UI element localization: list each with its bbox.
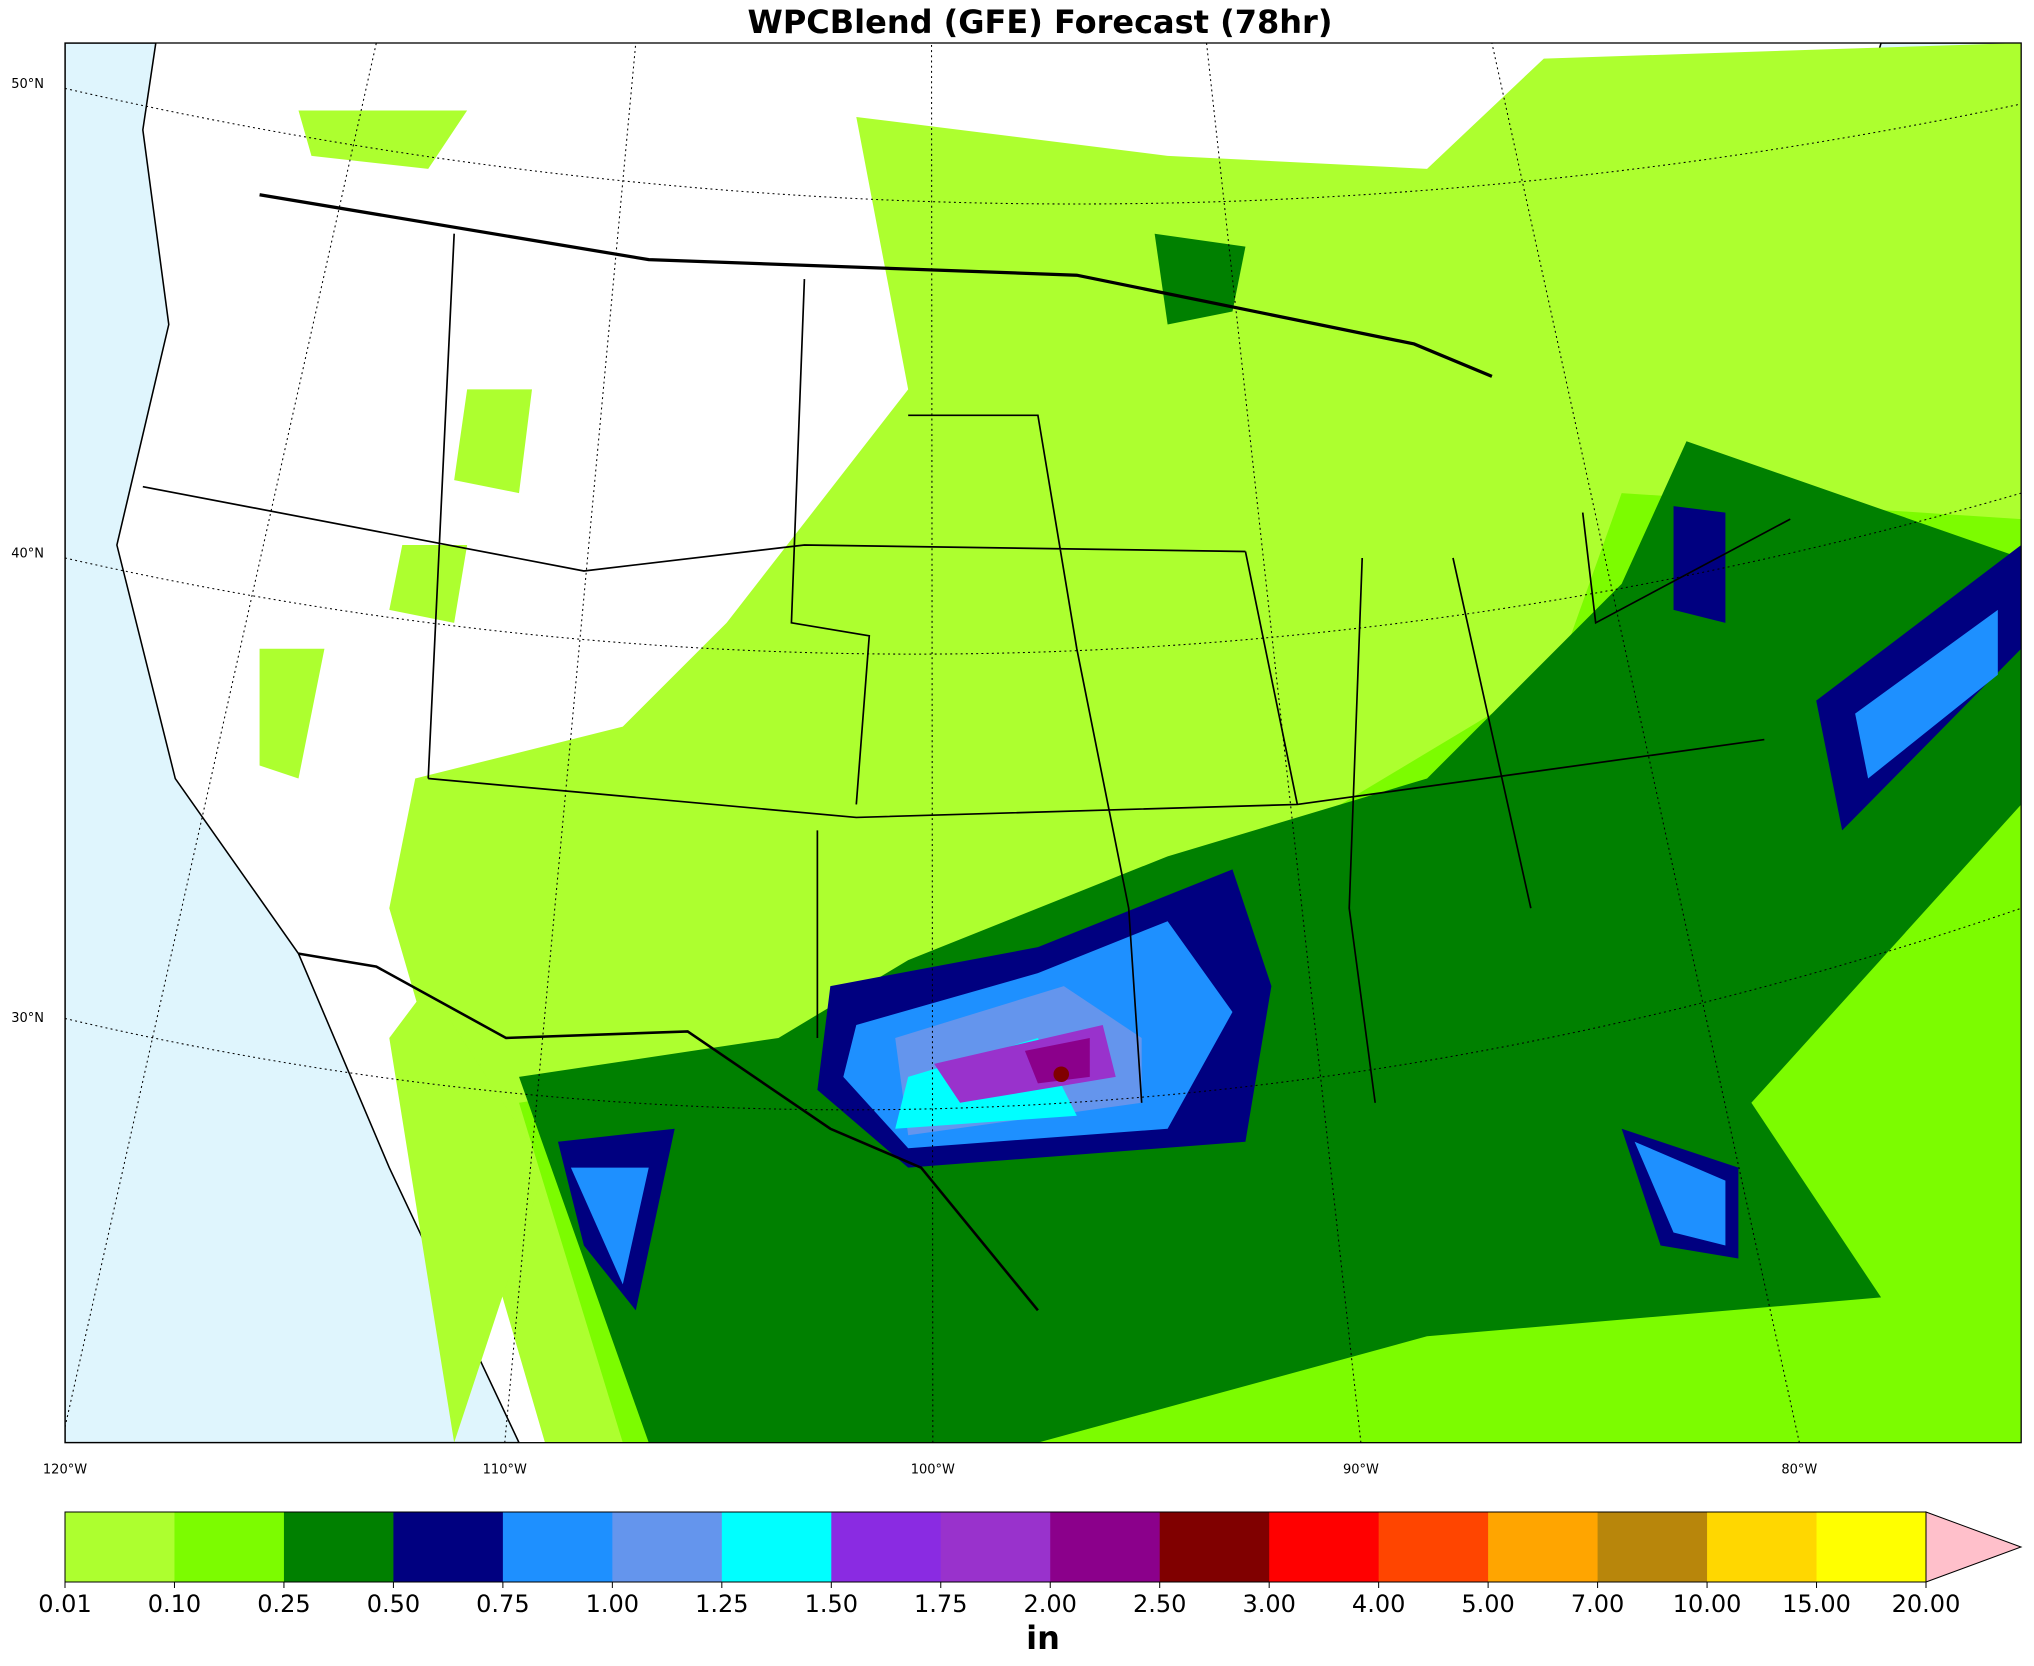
border bbox=[298, 952, 1039, 1312]
lon-label: 80°W bbox=[1781, 1463, 1817, 1478]
precip-2-50 bbox=[1053, 1066, 1070, 1083]
colorbar-segment bbox=[721, 1512, 832, 1582]
colorbar-segment bbox=[65, 1512, 175, 1582]
colorbar-segment bbox=[1597, 1512, 1708, 1582]
lon-label: 120°W bbox=[43, 1463, 87, 1478]
colorbar-tick-label: 0.25 bbox=[257, 1590, 310, 1618]
pacific-ocean bbox=[64, 43, 520, 1443]
colorbar-segment bbox=[1269, 1512, 1380, 1582]
colorbar-tick-label: 7.00 bbox=[1571, 1590, 1624, 1618]
lon-label: 100°W bbox=[911, 1463, 955, 1478]
colorbar-segment bbox=[502, 1512, 613, 1582]
colorbar-tick-label: 15.00 bbox=[1782, 1590, 1851, 1618]
colorbar-tick-label: 0.01 bbox=[38, 1590, 91, 1618]
colorbar-tick-label: 1.25 bbox=[695, 1590, 748, 1618]
colorbar-segment bbox=[1707, 1512, 1818, 1582]
lat-label: 30°N bbox=[11, 1011, 44, 1026]
colorbar-segment bbox=[393, 1512, 504, 1582]
colorbar-tick-label: 2.00 bbox=[1024, 1590, 1077, 1618]
colorbar-segment bbox=[174, 1512, 285, 1582]
colorbar-segment bbox=[940, 1512, 1051, 1582]
colorbar-tick-label: 3.00 bbox=[1242, 1590, 1295, 1618]
colorbar-segment bbox=[1050, 1512, 1161, 1582]
colorbar-extension bbox=[1925, 1511, 2023, 1583]
colorbar-tick-label: 4.00 bbox=[1352, 1590, 1405, 1618]
colorbar: 0.01 0.10 0.25 0.50 0.75 1.00 1.25 1.50 1.75 2.00… bbox=[38, 1511, 2023, 1618]
graticule bbox=[64, 43, 2022, 1443]
title: WPCBlend (GFE) Forecast (78hr) bbox=[748, 3, 1333, 41]
lon-label: 90°W bbox=[1343, 1463, 1379, 1478]
map-layers bbox=[64, 42, 2022, 1444]
colorbar-tick-label: 1.50 bbox=[805, 1590, 858, 1618]
colorbar-segment bbox=[1488, 1512, 1599, 1582]
colorbar-segment bbox=[831, 1512, 942, 1582]
colorbar-tick-label: 0.75 bbox=[476, 1590, 529, 1618]
colorbar-tick-label: 1.75 bbox=[914, 1590, 967, 1618]
colorbar-segment bbox=[283, 1512, 394, 1582]
colorbar-frame bbox=[64, 1511, 1927, 1583]
state-lines bbox=[142, 233, 1791, 1103]
colorbar-tick-label: 0.50 bbox=[367, 1590, 420, 1618]
precip-2-00 bbox=[1024, 1037, 1090, 1084]
colorbar-tick-label: 20.00 bbox=[1892, 1590, 1961, 1618]
lon-label: 110°W bbox=[483, 1463, 527, 1478]
border bbox=[259, 193, 1493, 378]
colorbar-tick-label: 1.00 bbox=[586, 1590, 639, 1618]
colorbar-unit: in bbox=[1026, 1619, 1060, 1657]
lat-label: 40°N bbox=[11, 547, 44, 562]
map-frame bbox=[64, 42, 2022, 1444]
colorbar-tick-label: 5.00 bbox=[1461, 1590, 1514, 1618]
colorbar-tick-label: 0.10 bbox=[148, 1590, 201, 1618]
lat-label: 50°N bbox=[11, 77, 44, 92]
colorbar-segment bbox=[612, 1512, 723, 1582]
precip-0-25-north bbox=[1154, 233, 1246, 325]
colorbar-tick-label: 2.50 bbox=[1133, 1590, 1186, 1618]
precip-0-01-west bbox=[259, 110, 545, 1443]
colorbar-segment bbox=[1159, 1512, 1270, 1582]
colorbar-segment bbox=[1378, 1512, 1489, 1582]
colorbar-segment bbox=[1816, 1512, 1927, 1582]
axis-labels: 50°N 40°N 30°N 120°W 110°W 100°W 90°W 80°W bbox=[11, 77, 1817, 1477]
colorbar-tick-label: 10.00 bbox=[1673, 1590, 1742, 1618]
